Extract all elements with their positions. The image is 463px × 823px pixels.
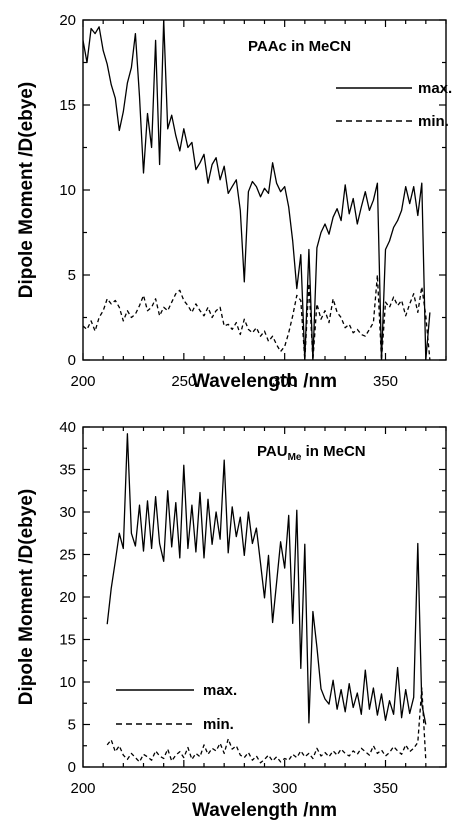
chart-2: 200 250 300 350 0 5 10 15 20 25 30 35 40 Wavelength /… xyxy=(16,419,447,821)
legend-label: max. xyxy=(418,80,452,97)
y-tick-label: 5 xyxy=(68,267,76,284)
series-line-max xyxy=(106,433,427,725)
x-tick-label: 300 xyxy=(272,373,297,390)
series-line-min xyxy=(83,274,431,360)
y-tick-label: 25 xyxy=(59,547,76,564)
series-line-max xyxy=(83,20,431,360)
chart-title: PAUMe in MeCN xyxy=(257,443,366,463)
chart-1: 200 250 300 350 0 5 10 15 20 Wavelength /nm Dipole… xyxy=(16,12,452,392)
legend-label: min. xyxy=(203,716,234,733)
y-tick-label: 0 xyxy=(68,352,76,369)
y-tick-label: 35 xyxy=(59,462,76,479)
y-axis-label: Dipole Moment /D(ebye) xyxy=(16,489,37,705)
series-line-min xyxy=(106,687,427,764)
x-tick-label: 350 xyxy=(373,780,398,797)
legend-label: min. xyxy=(418,113,449,130)
y-tick-label: 10 xyxy=(59,182,76,199)
y-axis-label: Dipole Moment /D(ebye) xyxy=(16,82,37,298)
y-tick-label: 15 xyxy=(59,632,76,649)
y-tick-label: 15 xyxy=(59,97,76,114)
y-tick-label: 40 xyxy=(59,419,76,436)
y-tick-label: 20 xyxy=(59,589,76,606)
chart-title: PAAc in MeCN xyxy=(248,38,351,55)
x-tick-label: 200 xyxy=(70,373,95,390)
x-axis-label: Wavelength /nm xyxy=(192,371,337,392)
y-tick-label: 5 xyxy=(68,717,76,734)
x-tick-label: 350 xyxy=(373,373,398,390)
x-tick-label: 250 xyxy=(171,780,196,797)
y-tick-label: 20 xyxy=(59,12,76,29)
x-axis-label: Wavelength /nm xyxy=(192,800,337,821)
x-tick-label: 200 xyxy=(70,780,95,797)
y-tick-label: 30 xyxy=(59,504,76,521)
legend-label: max. xyxy=(203,682,237,699)
x-tick-label: 300 xyxy=(272,780,297,797)
y-tick-label: 0 xyxy=(68,759,76,776)
y-tick-label: 10 xyxy=(59,674,76,691)
x-tick-label: 250 xyxy=(171,373,196,390)
